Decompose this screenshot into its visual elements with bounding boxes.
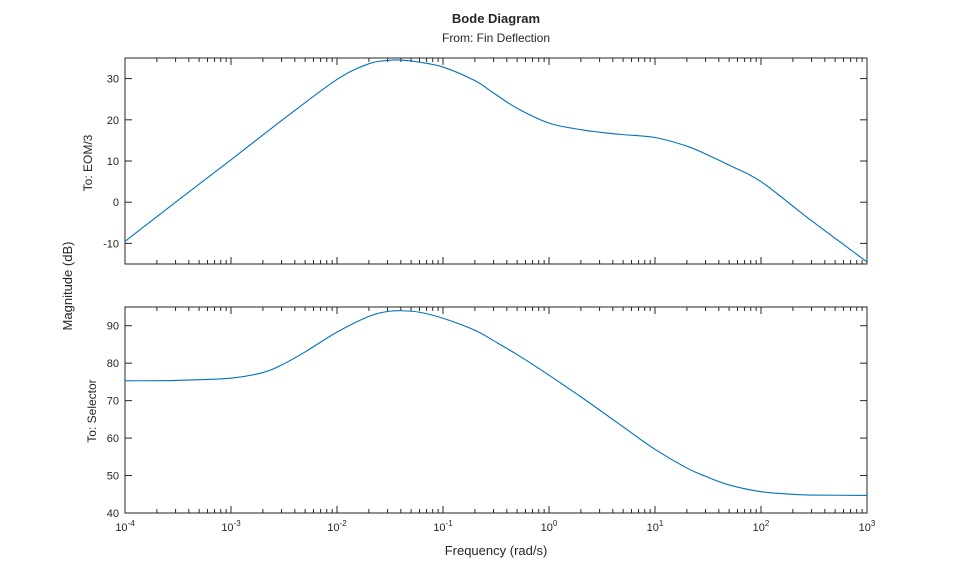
y-axis-label: Magnitude (dB) — [60, 242, 75, 331]
x-tick-label: 10-1 — [433, 519, 453, 534]
panel-1-axes-box — [124, 57, 868, 265]
x-tick-exponent: 1 — [659, 519, 664, 528]
x-axis-label: Frequency (rad/s) — [445, 543, 548, 558]
x-tick-label: 100 — [541, 519, 558, 534]
y-tick-label: 40 — [107, 508, 119, 520]
y-tick-label: 0 — [113, 197, 119, 209]
x-tick-exponent: -3 — [234, 519, 242, 528]
y-tick-label: 60 — [107, 433, 119, 445]
y-tick-label: 70 — [107, 396, 119, 408]
y-tick-label: 50 — [107, 471, 119, 483]
x-tick-label: 10-4 — [115, 519, 135, 534]
x-tick-base: 10 — [647, 522, 659, 534]
x-tick-base: 10 — [221, 522, 233, 534]
panel-1-row-label: To: EOM/3 — [81, 134, 95, 191]
panel-2-axes-box — [124, 306, 868, 514]
x-tick-label: 101 — [647, 519, 664, 534]
x-tick-exponent: -4 — [128, 519, 136, 528]
x-tick-base: 10 — [433, 522, 445, 534]
y-tick-label: 80 — [107, 358, 119, 370]
panel-1: -10 0 10 20 30 — [103, 57, 868, 265]
x-tick-exponent: 2 — [765, 519, 770, 528]
x-tick-base: 10 — [753, 522, 765, 534]
panel-2: 40 50 60 70 80 90 — [107, 306, 868, 520]
x-tick-label: 10-3 — [221, 519, 241, 534]
y-tick-label: 30 — [107, 74, 119, 86]
chart-subtitle: From: Fin Deflection — [442, 31, 550, 45]
x-tick-base: 10 — [541, 522, 553, 534]
x-tick-base: 10 — [859, 522, 871, 534]
x-tick-label: 103 — [859, 519, 876, 534]
series-line-panel-1 — [124, 59, 868, 263]
y-tick-label: 90 — [107, 321, 119, 333]
x-tick-exponent: -1 — [446, 519, 454, 528]
x-tick-exponent: 0 — [553, 519, 558, 528]
y-tick-label: 20 — [107, 115, 119, 127]
y-tick-label: 10 — [107, 156, 119, 168]
series-line-panel-2 — [124, 310, 868, 496]
x-tick-label: 10-2 — [327, 519, 347, 534]
x-tick-exponent: 3 — [871, 519, 876, 528]
panel-2-row-label: To: Selector — [85, 379, 99, 442]
x-tick-exponent: -2 — [340, 519, 348, 528]
x-tick-label: 102 — [753, 519, 770, 534]
chart-title: Bode Diagram — [452, 11, 540, 26]
x-tick-base: 10 — [115, 522, 127, 534]
y-tick-label: -10 — [103, 238, 119, 250]
x-tick-base: 10 — [327, 522, 339, 534]
